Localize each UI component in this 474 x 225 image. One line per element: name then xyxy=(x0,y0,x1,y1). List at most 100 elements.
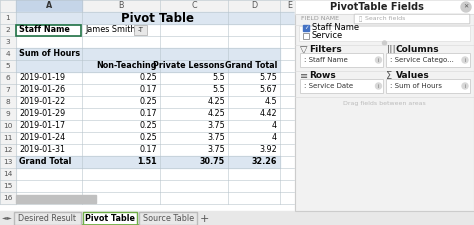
Text: i: i xyxy=(378,58,379,63)
Bar xyxy=(0,120,16,132)
Text: 4: 4 xyxy=(6,51,10,57)
Bar xyxy=(299,26,470,41)
Bar xyxy=(295,0,474,14)
Text: 4.42: 4.42 xyxy=(259,110,277,119)
Text: 0.17: 0.17 xyxy=(139,146,157,155)
Text: Σ: Σ xyxy=(386,71,392,81)
Text: 5: 5 xyxy=(6,63,10,69)
Circle shape xyxy=(375,57,382,63)
Bar xyxy=(0,96,16,108)
Text: Staff Name: Staff Name xyxy=(312,23,359,32)
Text: 3.75: 3.75 xyxy=(207,133,225,142)
Text: Search fields: Search fields xyxy=(365,16,405,22)
Bar xyxy=(14,212,81,225)
Text: Rows: Rows xyxy=(309,72,336,81)
Bar xyxy=(160,0,228,12)
Bar xyxy=(0,144,16,156)
Text: 0.25: 0.25 xyxy=(139,133,157,142)
Text: Columns: Columns xyxy=(395,45,439,54)
Bar xyxy=(16,0,82,12)
Text: 13: 13 xyxy=(3,159,13,165)
Bar xyxy=(0,12,16,24)
Bar xyxy=(134,25,147,35)
Bar xyxy=(0,60,16,72)
Bar xyxy=(0,156,16,168)
Text: 2019-01-29: 2019-01-29 xyxy=(19,110,65,119)
Text: 4: 4 xyxy=(272,133,277,142)
Bar xyxy=(82,0,160,12)
Bar xyxy=(0,0,295,211)
Bar xyxy=(0,24,16,36)
Text: : Sum of Hours: : Sum of Hours xyxy=(391,83,443,89)
Text: i: i xyxy=(378,83,379,88)
Text: 0.17: 0.17 xyxy=(139,86,157,94)
Bar xyxy=(16,48,280,60)
Bar xyxy=(300,79,383,93)
Text: Drag fields between areas: Drag fields between areas xyxy=(343,101,426,106)
Bar xyxy=(300,53,383,67)
Bar xyxy=(303,33,309,39)
Text: James Smith: James Smith xyxy=(85,25,136,34)
Bar xyxy=(280,0,300,12)
Text: 0.25: 0.25 xyxy=(139,122,157,130)
Bar xyxy=(0,72,16,84)
Bar xyxy=(0,48,16,60)
Text: 3.75: 3.75 xyxy=(207,122,225,130)
Text: 15: 15 xyxy=(3,183,13,189)
Text: 🔍: 🔍 xyxy=(359,16,362,22)
Text: Source Table: Source Table xyxy=(143,214,194,223)
Text: 0.25: 0.25 xyxy=(139,97,157,106)
Text: ✓: ✓ xyxy=(304,25,308,31)
Bar xyxy=(386,53,470,67)
Text: 5.5: 5.5 xyxy=(212,74,225,83)
Text: 1.51: 1.51 xyxy=(137,158,157,166)
Circle shape xyxy=(383,41,386,45)
Bar xyxy=(0,132,16,144)
Text: ◄: ◄ xyxy=(1,216,6,220)
Bar xyxy=(16,12,300,24)
Text: ►: ► xyxy=(7,216,11,220)
Text: 4.5: 4.5 xyxy=(264,97,277,106)
Text: -T: -T xyxy=(137,27,144,33)
Text: ✕: ✕ xyxy=(464,4,469,9)
Text: Private Lessons: Private Lessons xyxy=(154,61,225,70)
Bar xyxy=(17,25,82,36)
Text: D: D xyxy=(251,2,257,11)
Bar xyxy=(0,36,16,48)
Text: 12: 12 xyxy=(3,147,13,153)
Bar xyxy=(295,0,474,211)
Text: 3: 3 xyxy=(6,39,10,45)
Text: 6: 6 xyxy=(6,75,10,81)
Text: Non-Teaching: Non-Teaching xyxy=(97,61,157,70)
Text: 2019-01-31: 2019-01-31 xyxy=(19,146,65,155)
Text: 1: 1 xyxy=(6,15,10,21)
Bar xyxy=(0,168,16,180)
Text: 7: 7 xyxy=(6,87,10,93)
Text: 4.25: 4.25 xyxy=(207,110,225,119)
Text: |||: ||| xyxy=(386,45,396,55)
Text: 32.26: 32.26 xyxy=(252,158,277,166)
Text: FIELD NAME: FIELD NAME xyxy=(301,16,339,22)
Bar xyxy=(16,60,280,72)
Text: C: C xyxy=(191,2,197,11)
Text: Pivot Table: Pivot Table xyxy=(121,11,194,25)
Text: 8: 8 xyxy=(6,99,10,105)
Bar xyxy=(139,212,197,225)
Text: A: A xyxy=(46,2,52,11)
Text: 0.25: 0.25 xyxy=(139,74,157,83)
Text: 16: 16 xyxy=(3,195,13,201)
Text: A: A xyxy=(46,2,52,11)
Text: 30.75: 30.75 xyxy=(200,158,225,166)
Text: : Service Catego...: : Service Catego... xyxy=(391,57,455,63)
Text: ▽: ▽ xyxy=(300,45,308,55)
Text: : Staff Name: : Staff Name xyxy=(304,57,348,63)
Text: 11: 11 xyxy=(3,135,13,141)
Bar xyxy=(0,0,16,12)
Text: 2019-01-26: 2019-01-26 xyxy=(19,86,65,94)
Text: 2019-01-22: 2019-01-22 xyxy=(19,97,65,106)
Text: Desired Result: Desired Result xyxy=(18,214,76,223)
Bar xyxy=(295,0,474,14)
Text: 3.75: 3.75 xyxy=(207,146,225,155)
Bar xyxy=(0,84,16,96)
Text: 2019-01-19: 2019-01-19 xyxy=(19,74,65,83)
